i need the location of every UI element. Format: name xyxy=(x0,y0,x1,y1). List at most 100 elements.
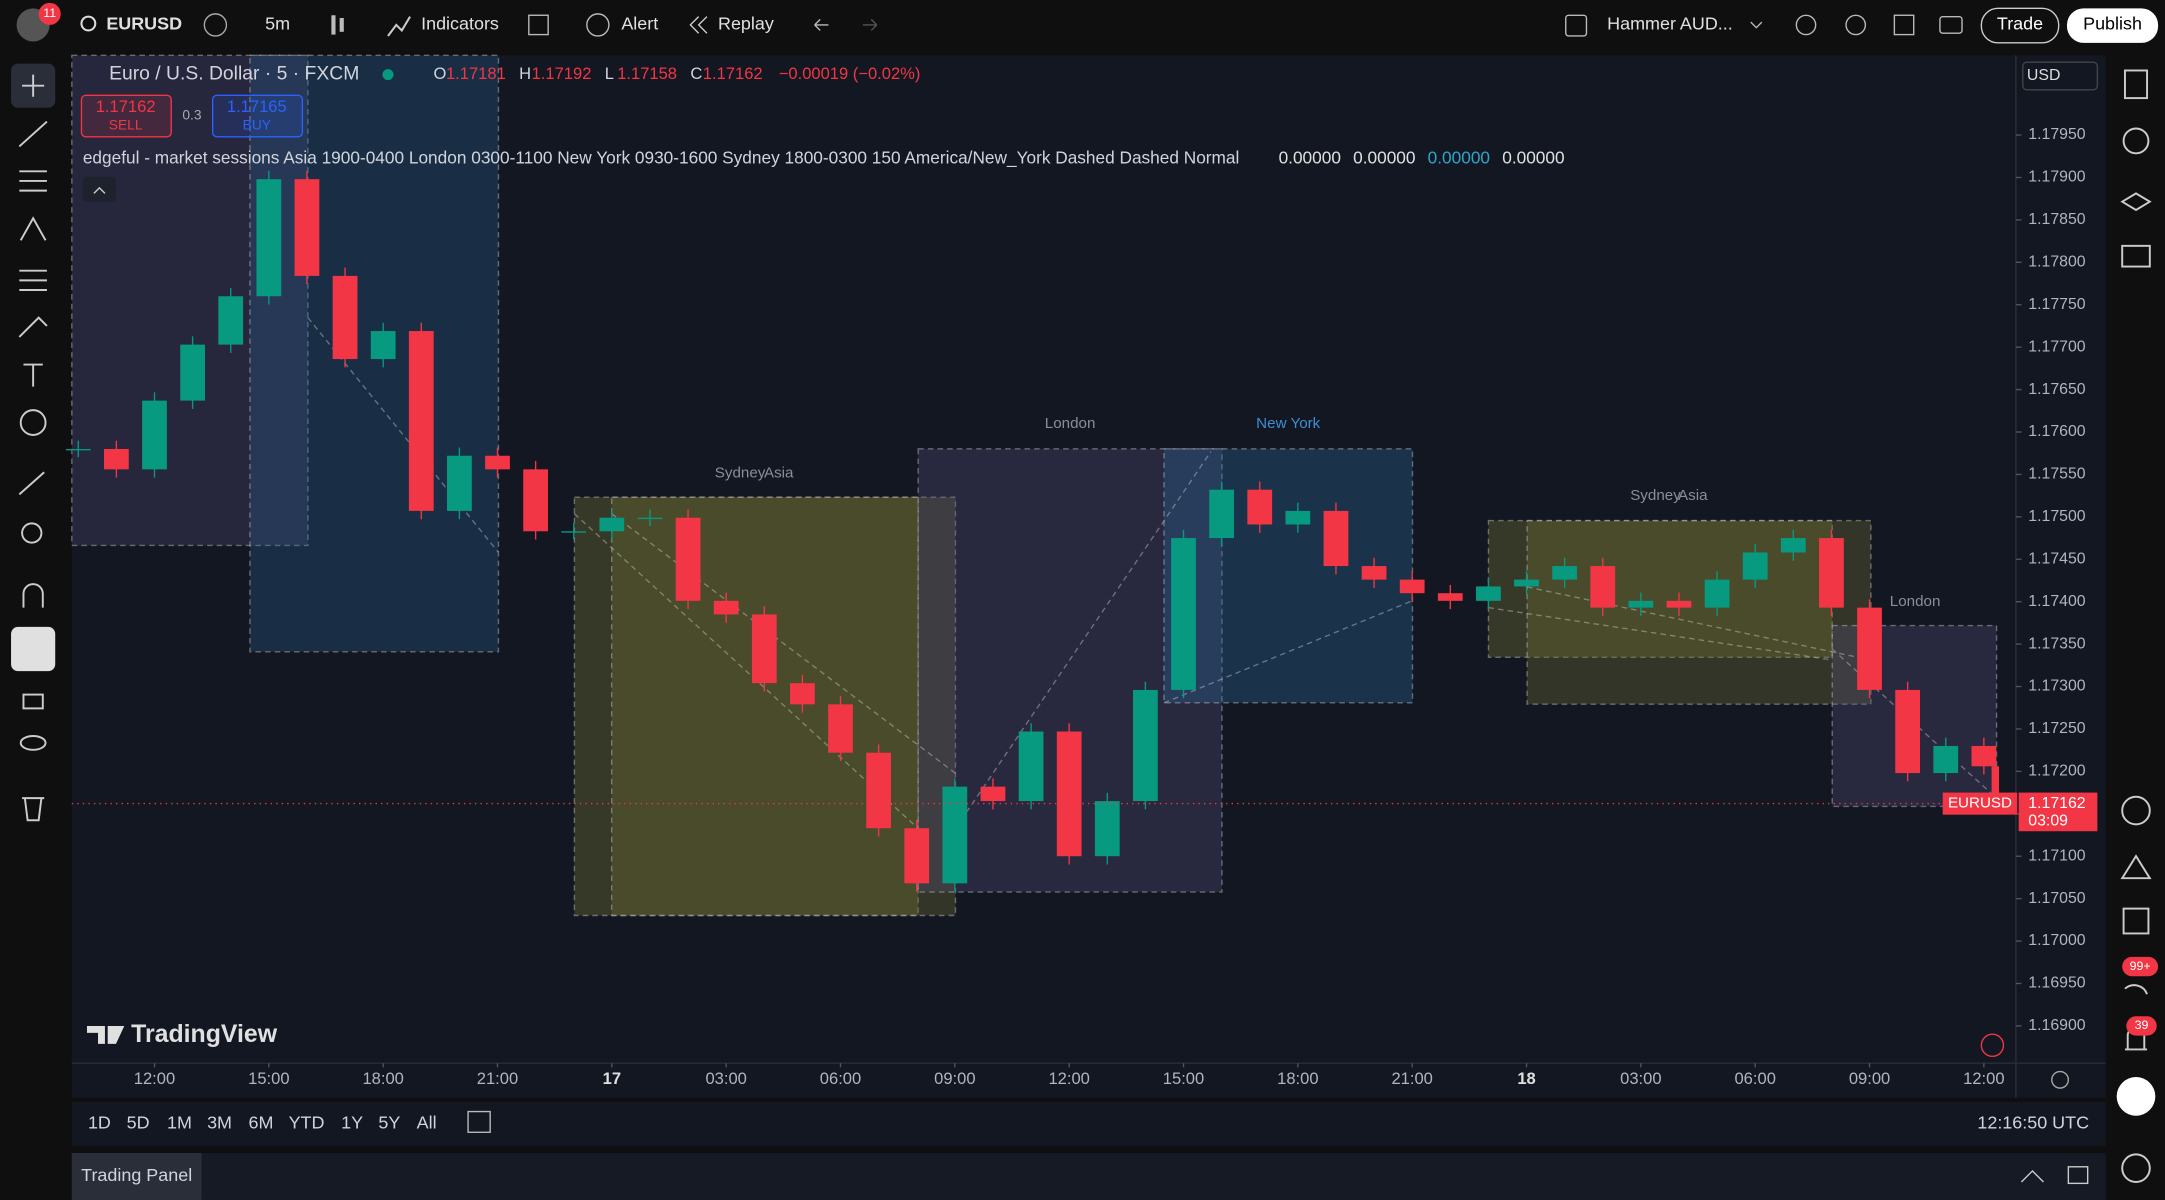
help[interactable] xyxy=(2121,1153,2151,1183)
candle xyxy=(256,179,282,297)
sell-price[interactable]: 1.17162 xyxy=(96,97,156,116)
range-button[interactable]: 3M xyxy=(207,1113,232,1133)
collapse-button[interactable] xyxy=(82,176,116,202)
alerts[interactable] xyxy=(2122,127,2150,155)
badge xyxy=(38,2,61,25)
delete-tool[interactable] xyxy=(22,797,45,822)
add-symbol[interactable] xyxy=(203,13,228,37)
zoom-tool[interactable] xyxy=(21,522,43,544)
time-tick-label: 15:00 xyxy=(1163,1069,1204,1088)
collapse-icon[interactable] xyxy=(93,186,106,194)
session-range-line xyxy=(954,451,1212,829)
sell-box[interactable] xyxy=(80,94,172,138)
indicators-icon xyxy=(387,16,411,37)
candle xyxy=(408,331,434,511)
pattern-tool[interactable] xyxy=(19,216,47,241)
layout-name[interactable]: Hammer AUD... xyxy=(1607,14,1733,34)
calendar[interactable] xyxy=(2122,907,2150,935)
text-tool[interactable] xyxy=(23,363,43,387)
replay-button[interactable]: Replay xyxy=(718,14,774,34)
ruler-tool[interactable] xyxy=(18,471,45,496)
panel-tab[interactable] xyxy=(71,1152,202,1200)
axis-settings[interactable] xyxy=(2051,1070,2070,1089)
layout-caret[interactable] xyxy=(1750,21,1763,29)
goto-date[interactable] xyxy=(467,1110,491,1133)
price-tick-label: 1.17500 xyxy=(2028,508,2086,525)
candle xyxy=(751,614,777,684)
sell-label[interactable]: SELL xyxy=(109,117,143,132)
undo[interactable] xyxy=(814,18,829,31)
range-button[interactable]: 5Y xyxy=(378,1113,400,1133)
target[interactable] xyxy=(2121,795,2151,826)
layouts-icon[interactable] xyxy=(528,14,549,36)
panel-expand[interactable] xyxy=(2020,1169,2044,1183)
badge-text: 11 xyxy=(43,6,56,20)
buy-label[interactable]: BUY xyxy=(243,117,271,132)
range-button[interactable]: 1D xyxy=(88,1113,111,1133)
settings[interactable] xyxy=(1845,14,1867,36)
candle xyxy=(1628,600,1654,608)
crosshair-tool[interactable] xyxy=(22,74,45,97)
lock-tool[interactable] xyxy=(22,693,44,710)
publish-button-frame[interactable] xyxy=(2066,8,2159,43)
session-range-line xyxy=(1163,600,1413,704)
price-tick-label: 1.17850 xyxy=(2028,211,2086,228)
price-tick-label: 1.17300 xyxy=(2028,678,2086,695)
trade-button[interactable]: Trade xyxy=(1997,14,2043,34)
candle xyxy=(1780,538,1806,553)
session-range-line xyxy=(1526,586,1872,661)
ohlc-label: L xyxy=(605,64,614,83)
symbol[interactable]: EURUSD xyxy=(106,14,182,34)
panel-maximize[interactable] xyxy=(2067,1166,2089,1185)
panel-label[interactable]: Trading Panel xyxy=(81,1165,192,1185)
candle xyxy=(180,344,205,401)
candle xyxy=(790,683,815,705)
candle xyxy=(1991,766,2000,804)
candle xyxy=(637,517,663,520)
range-button[interactable]: 5D xyxy=(127,1113,150,1133)
lightning[interactable] xyxy=(1980,1033,2005,1058)
hide-tool[interactable] xyxy=(19,735,47,751)
indicators-button[interactable]: Indicators xyxy=(421,14,499,34)
price-tag: 1.17162 xyxy=(2028,795,2086,812)
buy-price[interactable]: 1.17165 xyxy=(227,97,287,116)
candle xyxy=(104,448,129,470)
apps[interactable] xyxy=(2116,1077,2156,1116)
currency[interactable]: USD xyxy=(2027,67,2060,84)
redo[interactable] xyxy=(862,18,878,31)
brush-tool[interactable] xyxy=(18,316,48,338)
emoji-tool[interactable] xyxy=(19,409,47,436)
stay-drawing[interactable] xyxy=(11,626,56,672)
range-button[interactable]: All xyxy=(417,1113,437,1133)
currency-box[interactable] xyxy=(2022,61,2099,91)
trade-button-frame[interactable] xyxy=(1980,7,2060,44)
candle xyxy=(332,275,358,360)
magnet-tool[interactable] xyxy=(22,583,44,608)
projection-tool[interactable] xyxy=(19,269,47,291)
ideas[interactable] xyxy=(2120,854,2152,880)
watchlist[interactable] xyxy=(2123,69,2149,100)
quick-search[interactable] xyxy=(1795,14,1817,36)
interval[interactable]: 5m xyxy=(265,14,290,34)
chart-type-icon[interactable] xyxy=(331,15,336,35)
session-label: London xyxy=(1890,593,1941,610)
change: −0.00019 (−0.02%) xyxy=(779,64,921,83)
range-button[interactable]: 6M xyxy=(248,1113,273,1133)
range-button[interactable]: 1Y xyxy=(341,1113,363,1133)
chat[interactable] xyxy=(2121,244,2151,268)
trendline-tool[interactable] xyxy=(18,120,48,148)
layers[interactable] xyxy=(2120,192,2152,212)
snapshot[interactable] xyxy=(1939,15,1963,34)
price-tick-label: 1.17650 xyxy=(2028,381,2086,398)
streams[interactable] xyxy=(2124,984,2148,995)
publish-button[interactable]: Publish xyxy=(2083,14,2142,34)
session-label: Asia xyxy=(764,465,794,482)
range-button[interactable]: YTD xyxy=(289,1113,325,1133)
buy-box[interactable] xyxy=(211,94,304,138)
alert-button[interactable]: Alert xyxy=(621,14,658,34)
session-box xyxy=(573,496,919,917)
fullscreen[interactable] xyxy=(1893,14,1915,36)
range-button[interactable]: 1M xyxy=(167,1113,192,1133)
fib-tool[interactable] xyxy=(19,170,47,192)
